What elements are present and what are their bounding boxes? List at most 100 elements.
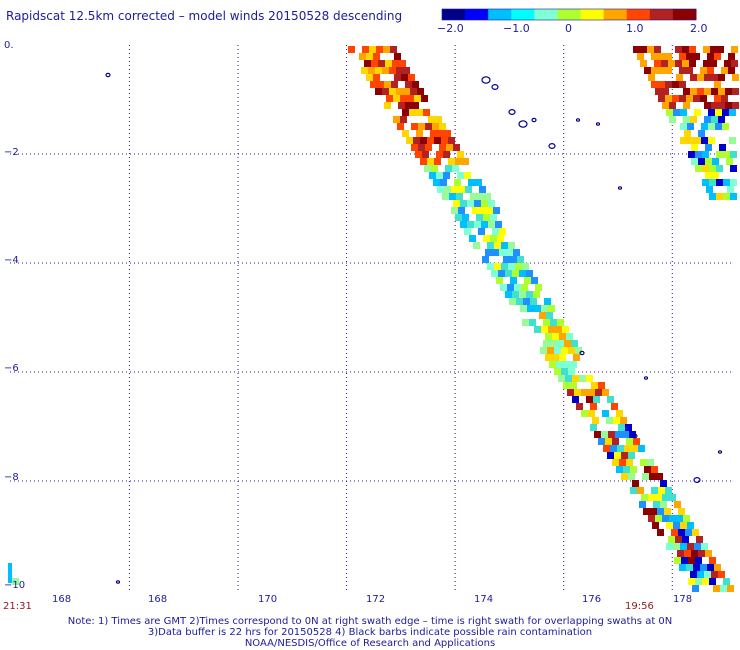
wind-cell (554, 347, 561, 354)
wind-cell (607, 452, 614, 459)
wind-cell (658, 81, 665, 88)
wind-cell (453, 200, 460, 207)
wind-cell (680, 109, 687, 116)
wind-cell (690, 88, 697, 95)
wind-cell (12, 578, 19, 585)
wind-cell (434, 158, 441, 165)
lat-tick-label: −4 (4, 255, 19, 266)
wind-cell (561, 347, 568, 354)
wind-cell (648, 494, 655, 501)
wind-cell (361, 67, 368, 74)
wind-cell (695, 578, 702, 585)
wind-cell (689, 60, 696, 67)
wind-cell (443, 172, 450, 179)
wind-cell (424, 165, 431, 172)
wind-cell (514, 284, 521, 291)
wind-cell (686, 53, 693, 60)
wind-cell (405, 81, 412, 88)
wind-cell (723, 578, 730, 585)
wind-cell (512, 291, 519, 298)
wind-cell (552, 333, 559, 340)
wind-cell (434, 137, 441, 144)
wind-cell (403, 88, 410, 95)
lon-tick-label: 174 (474, 594, 494, 605)
wind-cell (417, 88, 424, 95)
wind-cell (586, 375, 593, 382)
wind-cell (555, 326, 562, 333)
colorbar-segment (511, 9, 535, 20)
wind-cell (660, 501, 667, 508)
wind-cell (598, 438, 605, 445)
wind-cell (687, 123, 694, 130)
wind-cell (669, 102, 676, 109)
wind-cell (727, 585, 734, 592)
wind-cell (467, 221, 474, 228)
wind-cell (488, 200, 495, 207)
wind-cell (474, 221, 481, 228)
wind-cell (513, 249, 520, 256)
wind-cell (499, 228, 506, 235)
colorbar-segment (649, 9, 674, 20)
wind-cell (679, 564, 686, 571)
wind-cell (375, 88, 382, 95)
wind-cell (566, 333, 573, 340)
wind-cell (570, 382, 577, 389)
wind-cell (722, 123, 729, 130)
wind-cell (712, 158, 719, 165)
wind-cell (651, 466, 658, 473)
wind-cell (683, 515, 690, 522)
wind-cell (730, 151, 737, 158)
wind-cell (709, 578, 716, 585)
wind-cell (544, 298, 551, 305)
wind-cell (702, 151, 709, 158)
wind-cell (727, 186, 734, 193)
wind-cell (436, 151, 443, 158)
wind-cell (704, 571, 711, 578)
wind-cell (470, 193, 477, 200)
wind-cell (575, 347, 582, 354)
wind-cell (711, 74, 718, 81)
wind-cell (633, 46, 640, 53)
wind-cell (472, 207, 479, 214)
wind-cell (680, 123, 687, 130)
wind-cell (679, 53, 686, 60)
wind-cell (369, 46, 376, 53)
wind-cell (665, 487, 672, 494)
island-outline (717, 450, 723, 454)
wind-cell (535, 284, 542, 291)
wind-cell (718, 571, 725, 578)
wind-cell (719, 144, 726, 151)
wind-cell (576, 403, 583, 410)
island-outline (643, 376, 649, 380)
wind-cell (452, 165, 459, 172)
wind-cell (423, 109, 430, 116)
wind-cell (479, 186, 486, 193)
wind-cell (556, 361, 563, 368)
wind-cell (704, 102, 711, 109)
wind-cell (620, 417, 627, 424)
wind-cell (707, 67, 714, 74)
wind-cell (688, 557, 695, 564)
wind-cell (464, 172, 471, 179)
wind-cell (396, 88, 403, 95)
island-outline (595, 122, 601, 126)
colorbar-segment (626, 9, 651, 20)
wind-cell (601, 431, 608, 438)
wind-cell (432, 123, 439, 130)
wind-cell (545, 333, 552, 340)
wind-cell (731, 60, 738, 67)
wind-cell (693, 564, 700, 571)
wind-cell (647, 459, 654, 466)
island-outline (575, 118, 581, 122)
wind-cell (464, 228, 471, 235)
wind-cell (487, 263, 494, 270)
wind-cell (613, 417, 620, 424)
wind-cell (550, 319, 557, 326)
wind-cell (364, 60, 371, 67)
wind-cell (679, 81, 686, 88)
wind-cell (708, 137, 715, 144)
wind-cell (730, 179, 737, 186)
wind-cell (405, 102, 412, 109)
wind-cell (683, 88, 690, 95)
wind-cell (708, 109, 715, 116)
